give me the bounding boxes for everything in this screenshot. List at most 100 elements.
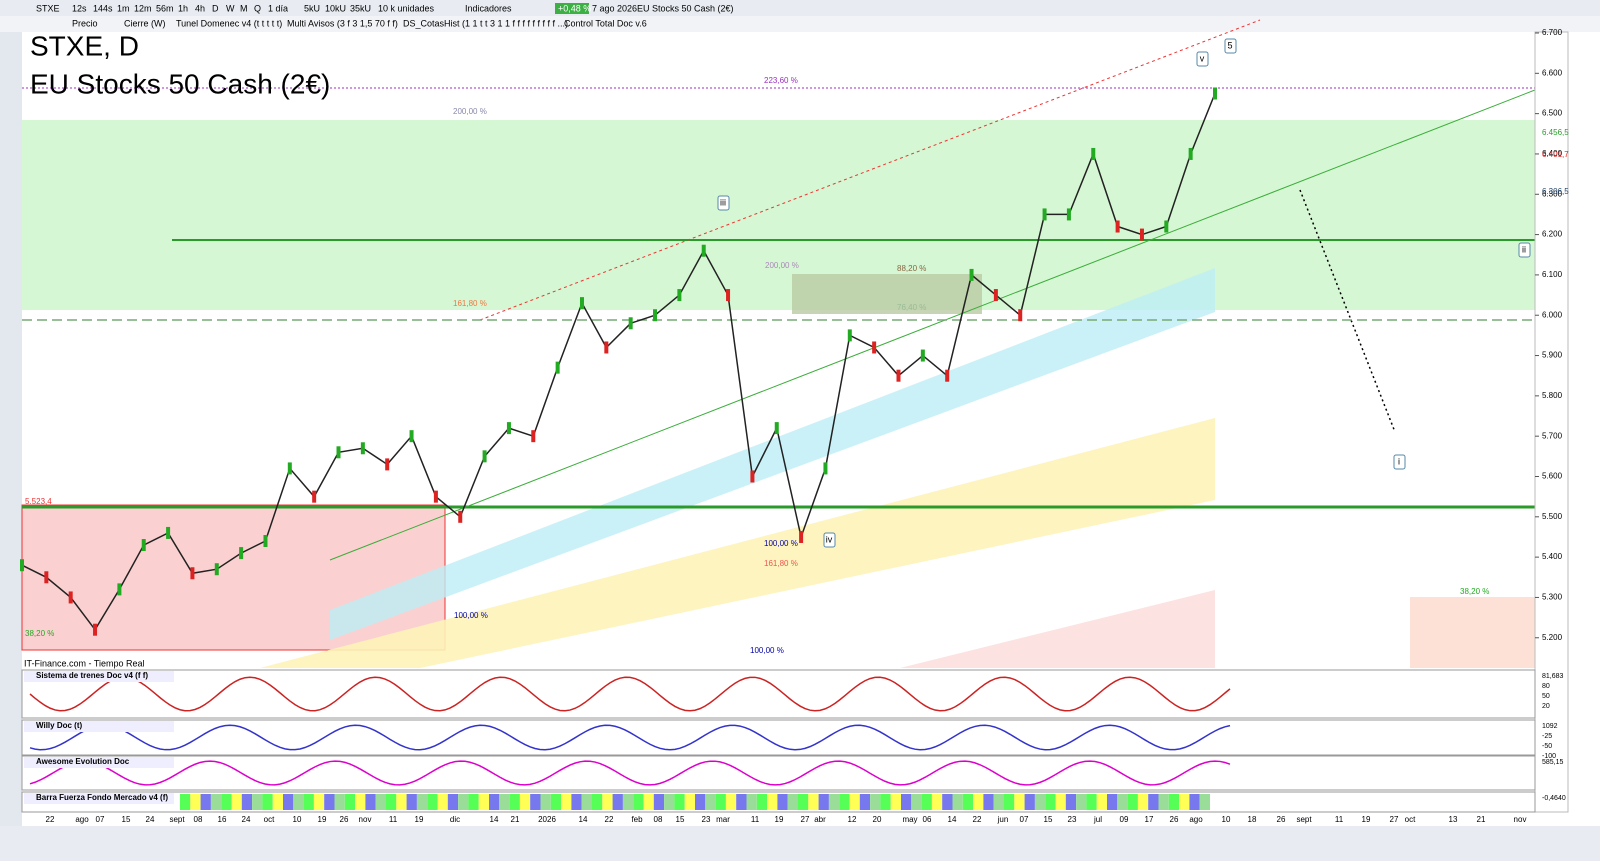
- x-tick-label: 26: [1277, 815, 1286, 824]
- bar-stripe: [272, 794, 283, 810]
- candle: [799, 530, 804, 543]
- wave-label: ii: [1522, 244, 1526, 254]
- toolbar-button[interactable]: 12s: [72, 3, 87, 13]
- bar-stripe: [571, 794, 582, 810]
- bar-stripe: [664, 794, 675, 810]
- status-bar: [0, 826, 1600, 861]
- level-label: 5.523,4: [25, 497, 52, 506]
- bar-stripe: [519, 794, 531, 810]
- bar-stripe: [283, 794, 294, 810]
- x-tick-label: 20: [873, 815, 882, 824]
- indicator-tab[interactable]: Cierre (W): [124, 18, 166, 28]
- candle: [847, 329, 852, 342]
- candle: [44, 571, 49, 584]
- x-tick-label: 2026: [538, 815, 556, 824]
- toolbar-button[interactable]: 1h: [178, 3, 188, 13]
- bar-stripe: [993, 794, 1004, 810]
- toolbar-button[interactable]: 56m: [156, 3, 174, 13]
- bar-stripe: [756, 794, 768, 810]
- candle: [141, 539, 146, 552]
- oscillator: [29, 676, 1231, 712]
- forecast-arrow: [1299, 189, 1396, 433]
- bar-stripe: [1127, 794, 1138, 810]
- level-label: 161,80 %: [764, 559, 798, 568]
- x-tick-label: jul: [1093, 815, 1102, 824]
- bar-stripe: [901, 794, 912, 810]
- bar-stripe: [973, 794, 984, 810]
- bar-stripe: [221, 794, 232, 810]
- y-tick-label: 6.100: [1542, 270, 1563, 279]
- level-label: 223,60 %: [764, 76, 798, 85]
- toolbar-button[interactable]: D: [212, 3, 219, 13]
- toolbar-button[interactable]: 12m: [134, 3, 152, 13]
- candle: [263, 535, 268, 547]
- x-tick-label: 19: [415, 815, 424, 824]
- x-tick-label: nov: [359, 815, 372, 824]
- bar-stripe: [612, 794, 623, 810]
- x-tick-label: 22: [46, 815, 55, 824]
- bar-stripe: [210, 794, 222, 810]
- candle: [1066, 208, 1071, 221]
- candle: [653, 309, 658, 322]
- bar-stripe: [499, 794, 510, 810]
- panel-axis-label: 81,683: [1542, 673, 1564, 680]
- toolbar-button[interactable]: 1 día: [268, 3, 288, 13]
- bar-stripe: [355, 794, 366, 810]
- toolbar-button[interactable]: 1m: [117, 3, 130, 13]
- candle: [336, 446, 341, 459]
- toolbar-button[interactable]: 5kU: [304, 3, 320, 13]
- toolbar-button[interactable]: Q: [254, 3, 261, 13]
- bar-stripe: [1096, 794, 1107, 810]
- candle: [531, 430, 536, 443]
- toolbar: [0, 0, 1600, 16]
- candle: [214, 563, 219, 576]
- toolbar-button[interactable]: 4h: [195, 3, 205, 13]
- indicator-tab[interactable]: Precio: [72, 18, 98, 28]
- candle: [1139, 228, 1144, 241]
- bar-stripe: [344, 794, 356, 810]
- indicator-tab[interactable]: Control Total Doc v.6: [564, 18, 647, 28]
- indicator-tab[interactable]: DS_CotasHist (1 1 t t 3 1 1 f f f f f f …: [403, 18, 568, 28]
- panel-axis-label: -25: [1542, 733, 1552, 740]
- toolbar-button[interactable]: 144s: [93, 3, 113, 13]
- bar-stripe: [1179, 794, 1190, 810]
- toolbar-button[interactable]: 10kU: [325, 3, 346, 13]
- x-tick-label: sept: [169, 815, 185, 824]
- candle: [433, 490, 438, 503]
- panel-header: [24, 793, 174, 804]
- candle: [579, 297, 584, 310]
- toolbar-button[interactable]: M: [240, 3, 248, 13]
- bar-stripe: [674, 794, 685, 810]
- y-tick-label: 5.400: [1542, 552, 1563, 561]
- level-label: 88,20 %: [897, 264, 926, 273]
- candle: [993, 289, 998, 302]
- toolbar-button[interactable]: 10 k unidades: [378, 3, 435, 13]
- bar-stripe: [1065, 794, 1077, 810]
- bar-stripe: [324, 794, 335, 810]
- x-tick-label: 06: [923, 815, 932, 824]
- bar-stripe: [1076, 794, 1087, 810]
- indicator-tab[interactable]: Multi Avisos (3 f 3 1,5 70 f f): [287, 18, 398, 28]
- level-label: 100,00 %: [750, 646, 784, 655]
- box: [792, 274, 982, 314]
- x-tick-label: 27: [801, 815, 810, 824]
- wave-label: v: [1200, 53, 1205, 63]
- bar-stripe: [931, 794, 943, 810]
- candle: [190, 567, 195, 580]
- toolbar-button[interactable]: Indicadores: [465, 3, 512, 13]
- candle: [506, 422, 511, 435]
- panel-name: Willy Doc (t): [36, 721, 82, 730]
- toolbar-button[interactable]: 35kU: [350, 3, 371, 13]
- bar-stripe: [746, 794, 757, 810]
- bar-stripe: [437, 794, 448, 810]
- indicator-panel: [21, 669, 1536, 719]
- bar-stripe: [643, 794, 654, 810]
- wave-label: i: [1398, 456, 1400, 466]
- toolbar-button[interactable]: W: [226, 3, 235, 13]
- indicator-tab[interactable]: Tunel Domenec v4 (t t t t t): [176, 18, 282, 28]
- wave-box: [1224, 38, 1237, 54]
- panel-header: [24, 671, 174, 682]
- price-line: [21, 93, 1216, 632]
- bar-stripe: [293, 794, 304, 810]
- x-tick-label: 11: [751, 815, 760, 824]
